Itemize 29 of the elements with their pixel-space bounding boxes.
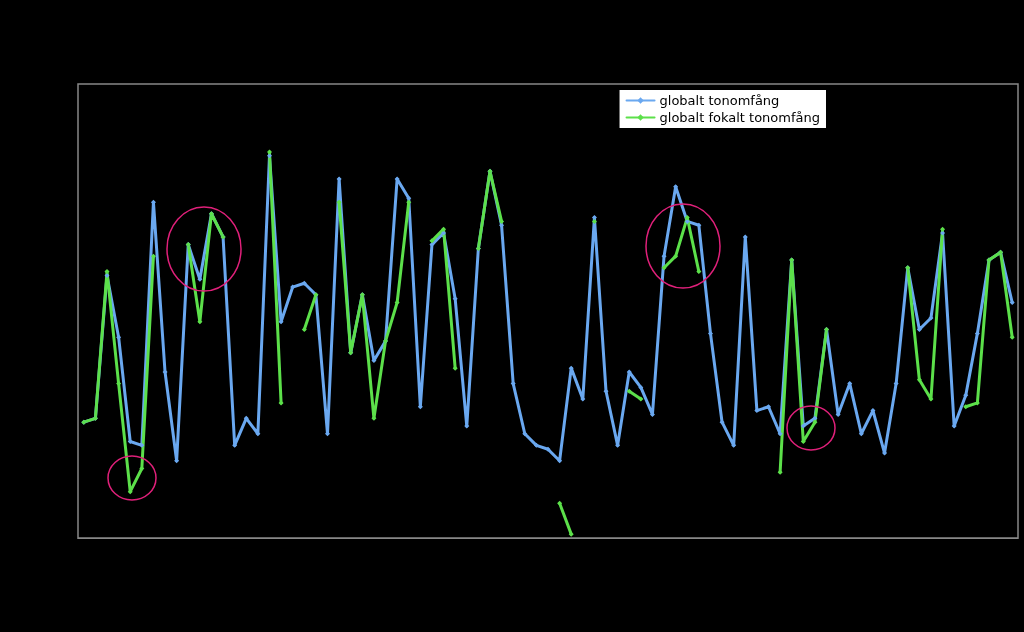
point: [104, 269, 110, 275]
point: [336, 199, 342, 205]
point: [278, 400, 284, 406]
point: [452, 365, 458, 371]
point: [150, 253, 156, 259]
point: [1009, 334, 1015, 340]
point: [139, 466, 145, 472]
point: [916, 377, 922, 383]
point: [638, 396, 644, 402]
point: [557, 500, 563, 506]
point: [928, 396, 934, 402]
legend-label: globalt fokalt tonomfång: [659, 110, 821, 125]
point: [197, 319, 203, 325]
point: [429, 238, 435, 244]
point: [301, 327, 307, 333]
point: [406, 199, 412, 205]
point: [673, 253, 679, 259]
legend-label: globalt tonomfång: [659, 93, 780, 108]
point: [661, 265, 667, 271]
point: [499, 218, 505, 224]
point: [940, 226, 946, 232]
point: [127, 489, 133, 495]
point: [441, 226, 447, 232]
point: [568, 531, 574, 537]
point: [266, 149, 272, 155]
point: [812, 419, 818, 425]
point: [963, 404, 969, 410]
point: [696, 269, 702, 275]
point: [626, 388, 632, 394]
